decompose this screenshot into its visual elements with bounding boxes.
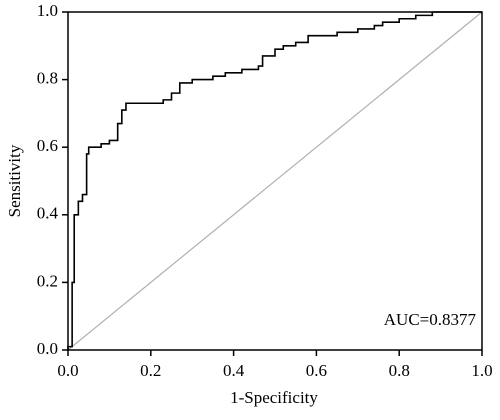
x-tick-label: 0.0 bbox=[57, 361, 78, 380]
x-tick-label: 1.0 bbox=[471, 361, 492, 380]
y-tick-label: 1.0 bbox=[37, 1, 58, 20]
y-tick-label: 0.6 bbox=[37, 136, 58, 155]
y-tick-label: 0.2 bbox=[37, 271, 58, 290]
auc-annotation: AUC=0.8377 bbox=[384, 310, 477, 329]
x-tick-label: 0.2 bbox=[140, 361, 161, 380]
plot-frame bbox=[67, 11, 483, 351]
x-tick-label: 0.6 bbox=[306, 361, 327, 380]
y-tick-label: 0.8 bbox=[37, 69, 58, 88]
x-tick-label: 0.8 bbox=[389, 361, 410, 380]
x-axis-label: 1-Specificity bbox=[230, 388, 318, 407]
x-tick-label: 0.4 bbox=[223, 361, 245, 380]
y-tick-label: 0.4 bbox=[37, 204, 59, 223]
y-tick-label: 0.0 bbox=[37, 339, 58, 358]
y-axis-label: Sensitivity bbox=[5, 144, 24, 217]
roc-line bbox=[67, 11, 483, 351]
roc-line bbox=[67, 11, 482, 350]
